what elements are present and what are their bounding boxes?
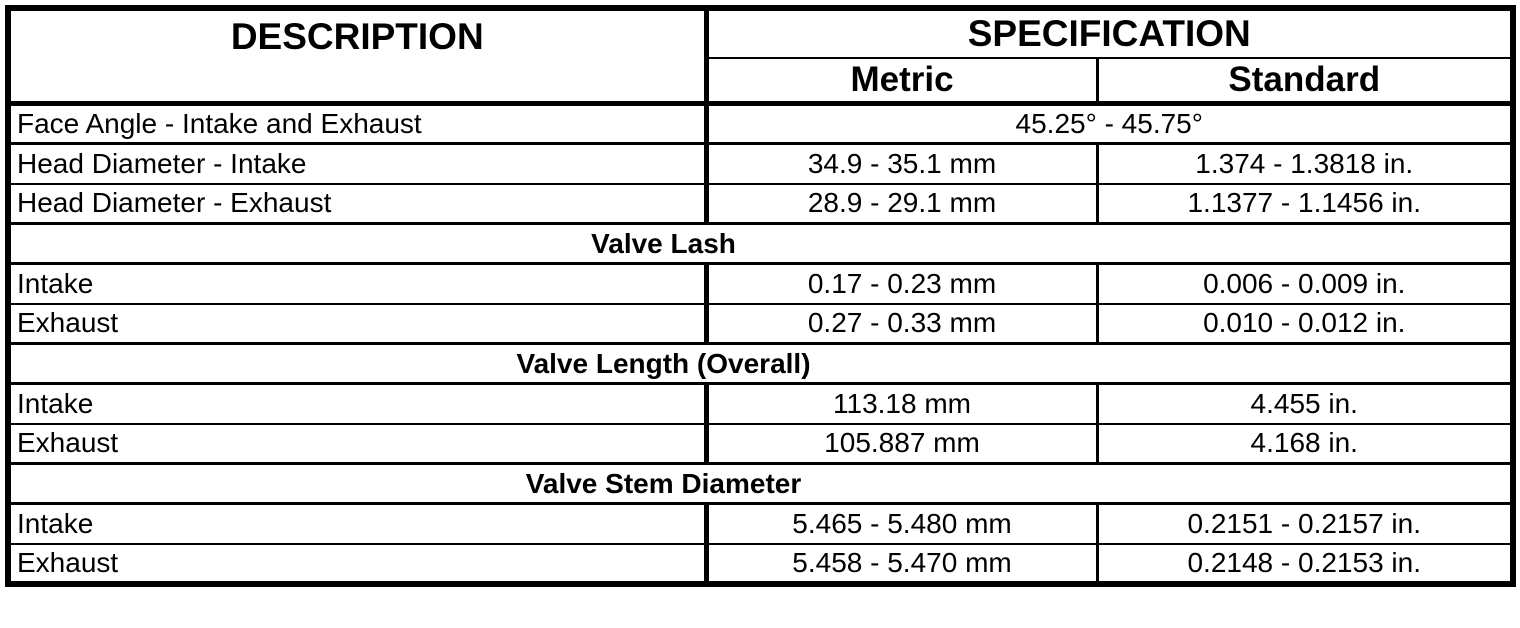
metric-value: 113.18 mm [706, 383, 1099, 425]
metric-value: 28.9 - 29.1 mm [706, 183, 1099, 225]
specification-table: DESCRIPTION SPECIFICATION Metric Standar… [5, 5, 1516, 587]
section-row: Valve Stem Diameter [8, 462, 1513, 505]
row-description: Head Diameter - Exhaust [8, 183, 709, 225]
table-row: Intake 113.18 mm 4.455 in. [8, 383, 1513, 425]
standard-value: 1.1377 - 1.1456 in. [1097, 183, 1513, 225]
header-row-1: DESCRIPTION SPECIFICATION [8, 8, 1513, 106]
metric-value: 105.887 mm [706, 423, 1099, 465]
section-label: Valve Length (Overall) [8, 342, 1513, 385]
row-description: Exhaust [8, 543, 709, 584]
standard-value: 0.2151 - 0.2157 in. [1097, 503, 1513, 545]
row-description: Exhaust [8, 423, 709, 465]
table-row: Head Diameter - Exhaust 28.9 - 29.1 mm 1… [8, 183, 1513, 225]
standard-value: 4.455 in. [1097, 383, 1513, 425]
table-row: Intake 5.465 - 5.480 mm 0.2151 - 0.2157 … [8, 503, 1513, 545]
section-row: Valve Lash [8, 222, 1513, 265]
column-header-specification: SPECIFICATION [706, 8, 1513, 59]
table-row: Face Angle - Intake and Exhaust 45.25° -… [8, 103, 1513, 145]
table-row: Exhaust 5.458 - 5.470 mm 0.2148 - 0.2153… [8, 543, 1513, 584]
column-header-metric: Metric [706, 58, 1099, 106]
row-description: Head Diameter - Intake [8, 143, 709, 185]
metric-value: 0.27 - 0.33 mm [706, 303, 1099, 345]
column-header-description: DESCRIPTION [8, 8, 709, 106]
row-description: Intake [8, 383, 709, 425]
column-header-standard: Standard [1097, 58, 1513, 106]
header-row-2: Metric Standard [8, 58, 1513, 106]
metric-value: 5.465 - 5.480 mm [706, 503, 1099, 545]
row-description: Intake [8, 263, 709, 305]
standard-value: 4.168 in. [1097, 423, 1513, 465]
metric-value: 5.458 - 5.470 mm [706, 543, 1099, 584]
standard-value: 1.374 - 1.3818 in. [1097, 143, 1513, 185]
standard-value: 0.2148 - 0.2153 in. [1187, 546, 1421, 578]
standard-value: 0.006 - 0.009 in. [1097, 263, 1513, 305]
metric-value: 34.9 - 35.1 mm [706, 143, 1099, 185]
metric-value: 0.17 - 0.23 mm [706, 263, 1099, 305]
merged-spec-value: 45.25° - 45.75° [706, 103, 1513, 145]
table-row: Head Diameter - Intake 34.9 - 35.1 mm 1.… [8, 143, 1513, 185]
section-label: Valve Lash [8, 222, 1513, 265]
row-description: Exhaust [8, 303, 709, 345]
table-row: Exhaust 0.27 - 0.33 mm 0.010 - 0.012 in. [8, 303, 1513, 345]
standard-value: 0.010 - 0.012 in. [1097, 303, 1513, 345]
section-row: Valve Length (Overall) [8, 342, 1513, 385]
row-description: Intake [8, 503, 709, 545]
row-description: Face Angle - Intake and Exhaust [8, 103, 709, 145]
section-label: Valve Stem Diameter [8, 462, 1513, 505]
table-row: Intake 0.17 - 0.23 mm 0.006 - 0.009 in. [8, 263, 1513, 305]
table-row: Exhaust 105.887 mm 4.168 in. [8, 423, 1513, 465]
